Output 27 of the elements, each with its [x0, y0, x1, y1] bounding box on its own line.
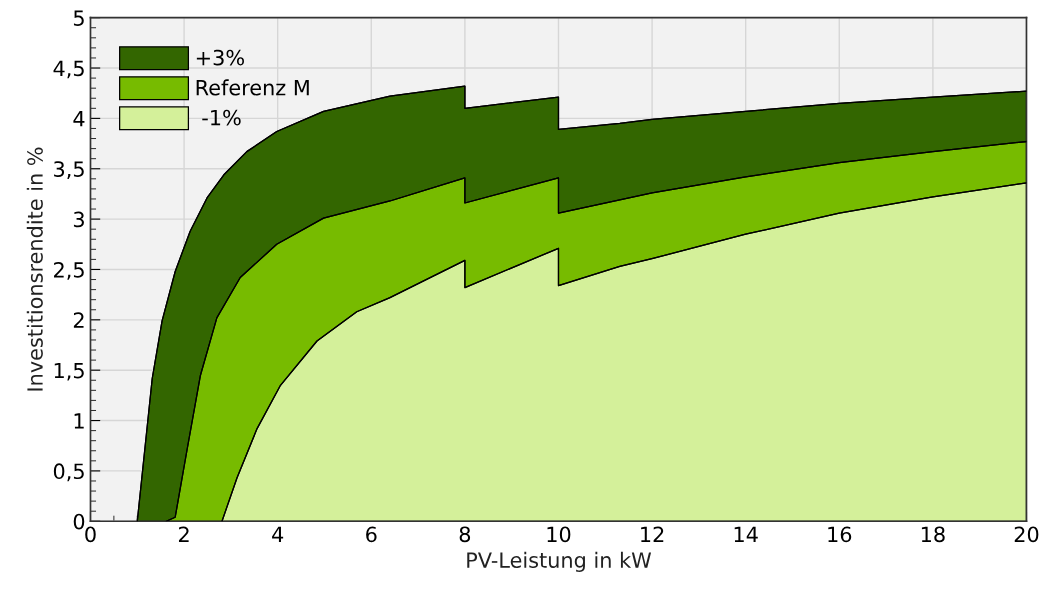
y-tick-label: 0	[73, 513, 85, 530]
x-tick-label: 18	[921, 526, 945, 543]
x-tick-label: 20	[1014, 526, 1039, 543]
y-tick-label: 4	[73, 111, 85, 127]
y-axis-title: Investitionsrendite in %	[26, 147, 43, 391]
y-tick-label: 5	[73, 10, 84, 26]
y-tick-label: 2	[73, 312, 84, 328]
x-tick-label: 6	[366, 526, 377, 543]
x-tick-label: 8	[459, 526, 471, 543]
legend-label: -1%	[202, 109, 241, 126]
y-tick-label: 1,5	[54, 362, 84, 381]
y-tick-label: 2,5	[54, 261, 84, 280]
x-axis-title: PV-Leistung in kW	[467, 551, 652, 573]
y-tick-label: 3	[73, 211, 84, 228]
x-tick-label: 2	[178, 526, 189, 542]
y-tick-label: 4,5	[53, 60, 84, 79]
x-tick-label: 12	[641, 526, 664, 542]
x-tick-label: 4	[272, 526, 284, 542]
x-tick-label: 16	[828, 526, 852, 543]
y-tick-label: 1	[74, 413, 84, 429]
x-tick-label: 10	[547, 526, 571, 543]
y-tick-label: 3,5	[54, 161, 84, 180]
legend-label: +3%	[196, 49, 244, 66]
x-tick-label: 0	[85, 526, 96, 543]
y-tick-label: 0,5	[53, 463, 84, 482]
x-tick-label: 14	[734, 526, 758, 542]
legend-label: Referenz M	[196, 79, 309, 96]
